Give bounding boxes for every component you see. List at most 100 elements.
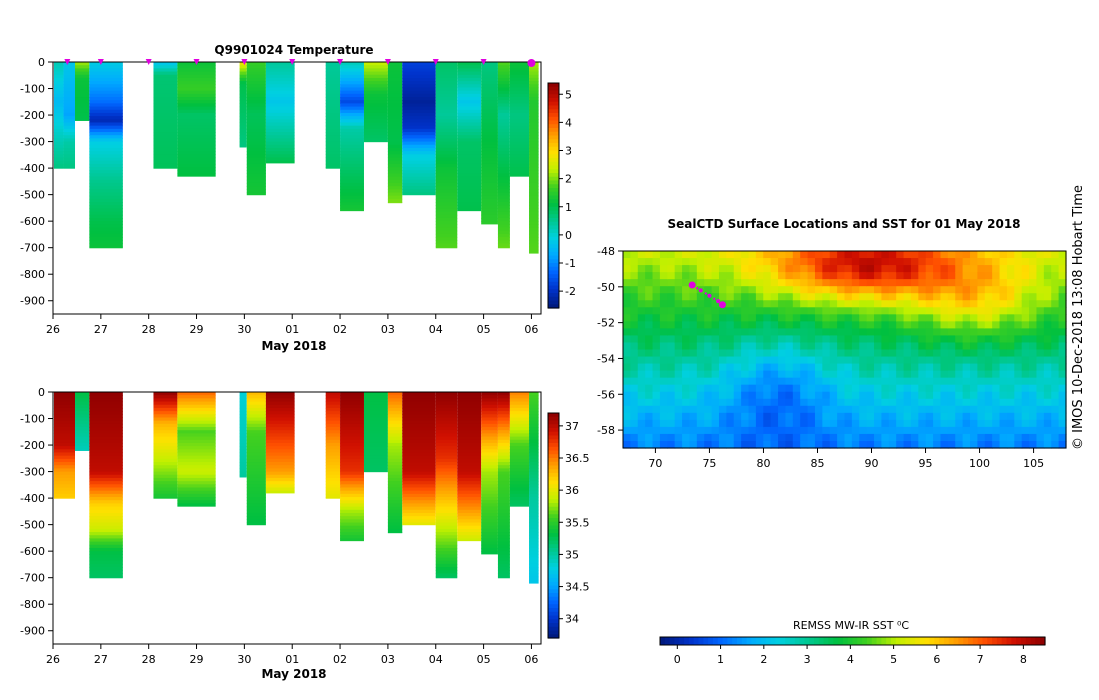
profile-cell (509, 442, 530, 447)
profile-cell (481, 106, 498, 111)
profile-cell (481, 74, 498, 79)
colorbar-segment (548, 623, 559, 628)
profile-cell (53, 430, 76, 434)
profile-cell (340, 516, 364, 520)
sst-cell (859, 265, 868, 273)
map-colorbar-label: REMSS MW-IR SST ⁰C (793, 619, 909, 632)
sst-cell (866, 300, 875, 308)
profile-cell (89, 544, 123, 549)
seal-track-point (707, 293, 712, 298)
sst-cell (977, 321, 986, 329)
profile-cell (340, 195, 364, 200)
profile-cell (457, 138, 482, 143)
sst-cell (822, 426, 831, 435)
profile-cell (481, 109, 498, 114)
profile-cell (457, 103, 482, 108)
sst-cell (748, 265, 757, 273)
profile-cell (239, 414, 247, 419)
sst-cell (1006, 398, 1015, 407)
sst-cell (918, 265, 927, 273)
sst-cell (733, 314, 742, 322)
sst-cell (1021, 349, 1030, 358)
profile-column (497, 62, 510, 249)
sst-cell (770, 405, 779, 414)
sst-cell (696, 293, 705, 301)
colorbar-segment (548, 491, 559, 497)
profile-cell (340, 163, 364, 168)
sst-cell (1051, 321, 1060, 329)
sst-cell (755, 314, 764, 322)
profile-cell (177, 420, 216, 425)
colorbar-segment (548, 278, 559, 283)
profile-cell (497, 112, 510, 117)
sst-cell (623, 412, 631, 421)
sst-cell (1029, 398, 1038, 407)
profile-cell (153, 430, 178, 434)
sst-cell (1036, 293, 1045, 301)
sst-cell (962, 419, 971, 428)
sst-cell (925, 328, 934, 337)
sst-cell (1006, 314, 1015, 322)
colorbar-segment (548, 596, 559, 602)
sst-cell (851, 398, 860, 407)
profile-cell (402, 500, 436, 505)
sst-cell (763, 370, 772, 379)
sst-cell (962, 300, 971, 308)
sst-cell (652, 307, 661, 315)
sst-cell (770, 398, 779, 407)
sst-cell (962, 279, 971, 287)
profile-cell (529, 497, 539, 501)
profile-cell (481, 433, 498, 438)
profile-cell (481, 176, 498, 181)
sst-cell (748, 384, 757, 393)
sst-cell (800, 265, 809, 273)
profile-cell (435, 506, 458, 511)
sst-cell (918, 293, 927, 301)
colorbar-segment (548, 420, 559, 425)
sst-cell (800, 391, 809, 400)
sst-cell (933, 328, 942, 337)
sst-cell (933, 251, 942, 259)
sst-cell (955, 412, 964, 421)
sst-cell (837, 258, 846, 266)
sst-cell (763, 321, 772, 329)
profile-cell (89, 176, 123, 181)
sst-cell (645, 286, 654, 294)
profile-cell (239, 84, 247, 89)
profile-cell (457, 484, 482, 489)
sst-cell (829, 426, 838, 435)
profile-cell (363, 430, 388, 434)
sst-cell (866, 384, 875, 393)
sst-cell (623, 307, 631, 315)
sst-cell (711, 356, 720, 365)
profile-cell (497, 516, 510, 520)
profile-cell (387, 420, 403, 425)
colorbar-segment (548, 304, 559, 309)
sst-cell (910, 300, 919, 308)
profile-cell (340, 68, 364, 73)
sst-cell (696, 349, 705, 358)
sst-cell (1043, 293, 1052, 301)
sst-cell (711, 342, 720, 351)
salinity-panel: 0-100-200-300-400-500-600-700-800-900 26… (20, 386, 589, 681)
sst-cell (778, 398, 787, 407)
profile-cell (481, 208, 498, 213)
sst-cell (667, 328, 676, 337)
sst-cell (778, 300, 787, 308)
sst-cell (977, 335, 986, 344)
sst-cell (844, 412, 853, 421)
sst-cell (999, 363, 1008, 372)
sst-cell (962, 349, 971, 358)
sst-cell (874, 258, 883, 266)
sst-cell (1058, 433, 1067, 442)
sst-cell (844, 384, 853, 393)
sst-cell (999, 377, 1008, 386)
sst-cell (859, 272, 868, 280)
colorbar-segment (548, 465, 559, 470)
profile-cell (89, 465, 123, 469)
profile-cell (75, 119, 90, 121)
sst-cell (814, 349, 823, 358)
profile-cell (435, 100, 458, 104)
sst-cell (970, 328, 978, 337)
sst-cell (970, 279, 978, 287)
